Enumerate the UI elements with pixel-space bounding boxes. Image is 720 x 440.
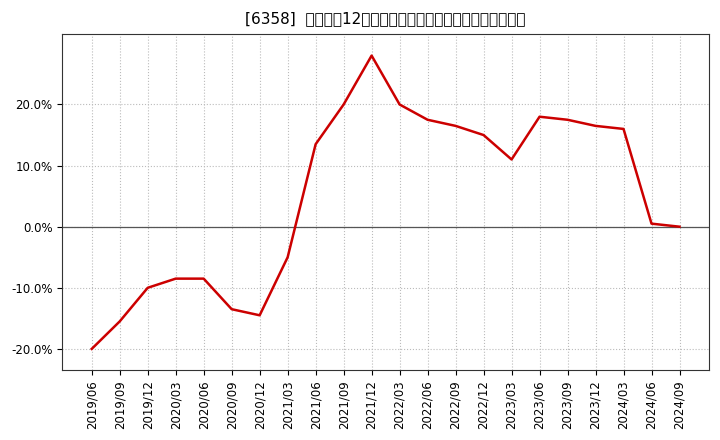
- Title: [6358]  売上高の12か月移動合計の対前年同期増減率の推移: [6358] 売上高の12か月移動合計の対前年同期増減率の推移: [246, 11, 526, 26]
